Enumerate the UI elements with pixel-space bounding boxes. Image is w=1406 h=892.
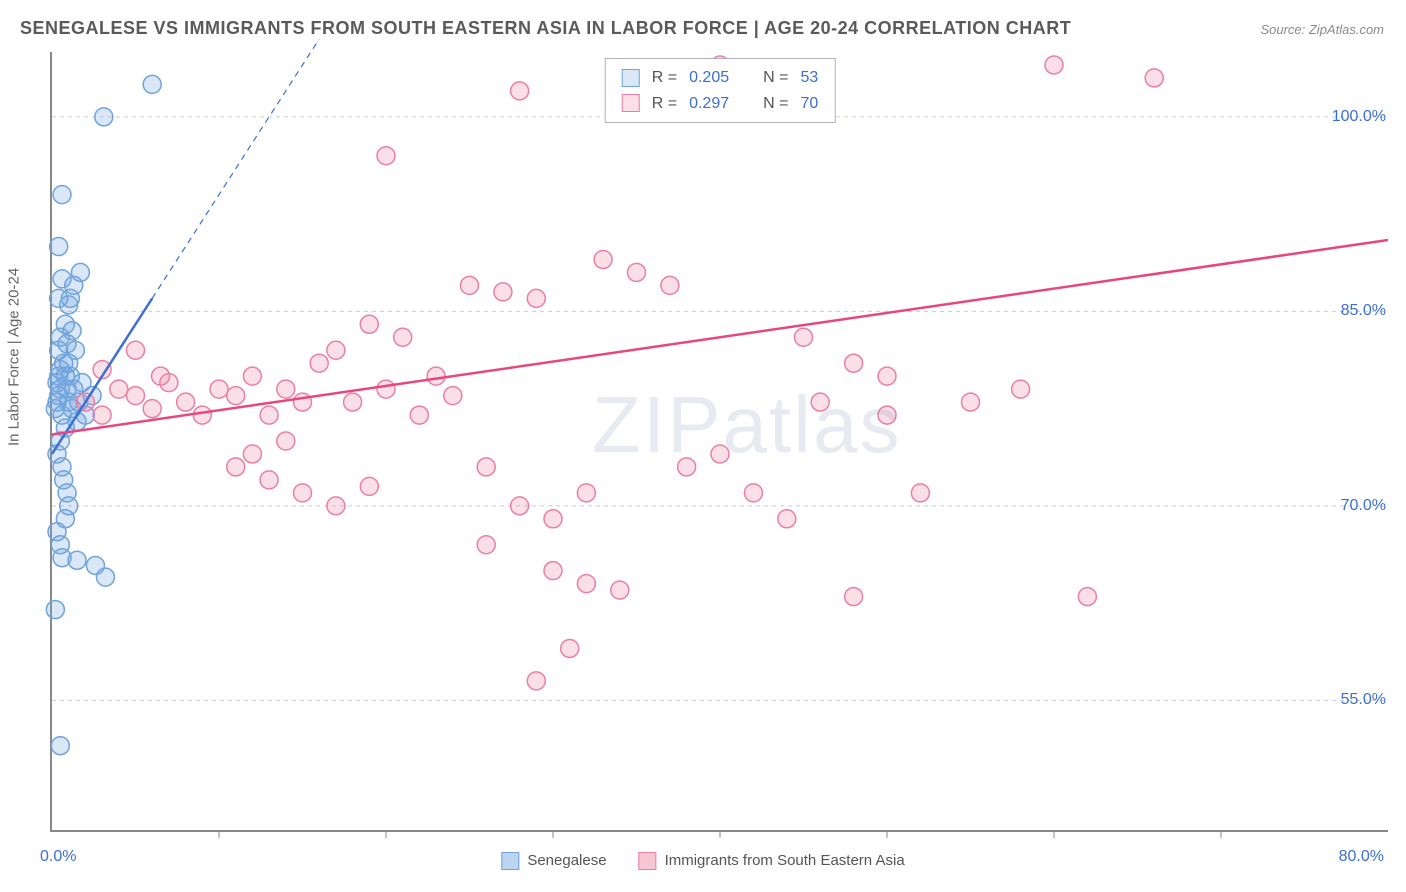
legend-n-label: N = (763, 91, 788, 117)
correlation-legend: R = 0.205 N = 53 R = 0.297 N = 70 (605, 58, 836, 123)
legend-r-value: 0.205 (689, 65, 729, 91)
y-tick-label: 70.0% (1341, 497, 1386, 515)
y-tick-label: 85.0% (1341, 302, 1386, 320)
y-axis-label: In Labor Force | Age 20-24 (6, 268, 23, 446)
legend-n-value: 70 (800, 91, 818, 117)
correlation-legend-row: R = 0.205 N = 53 (622, 65, 819, 91)
series-legend-label: Senegalese (527, 852, 606, 869)
legend-r-label: R = (652, 65, 677, 91)
correlation-legend-row: R = 0.297 N = 70 (622, 91, 819, 117)
series-legend-label: Immigrants from South Eastern Asia (665, 852, 905, 869)
legend-swatch (501, 852, 519, 870)
series-legend-item: Immigrants from South Eastern Asia (639, 852, 905, 870)
chart-svg (52, 52, 1388, 830)
y-tick-label: 55.0% (1341, 691, 1386, 709)
x-axis-max-label: 80.0% (1339, 848, 1384, 866)
legend-r-label: R = (652, 91, 677, 117)
y-tick-label: 100.0% (1332, 108, 1386, 126)
legend-n-value: 53 (800, 65, 818, 91)
x-axis-min-label: 0.0% (40, 848, 76, 866)
chart-container: SENEGALESE VS IMMIGRANTS FROM SOUTH EAST… (0, 0, 1406, 892)
legend-r-value: 0.297 (689, 91, 729, 117)
series-legend-item: Senegalese (501, 852, 606, 870)
series-legend: Senegalese Immigrants from South Eastern … (501, 852, 904, 870)
legend-n-label: N = (763, 65, 788, 91)
legend-swatch (622, 94, 640, 112)
chart-title: SENEGALESE VS IMMIGRANTS FROM SOUTH EAST… (20, 18, 1071, 39)
chart-source: Source: ZipAtlas.com (1260, 22, 1384, 37)
plot-area: ZIPatlas R =0.205N =53R =0.297N =70 (50, 52, 1388, 832)
legend-swatch (639, 852, 657, 870)
legend-swatch (622, 69, 640, 87)
